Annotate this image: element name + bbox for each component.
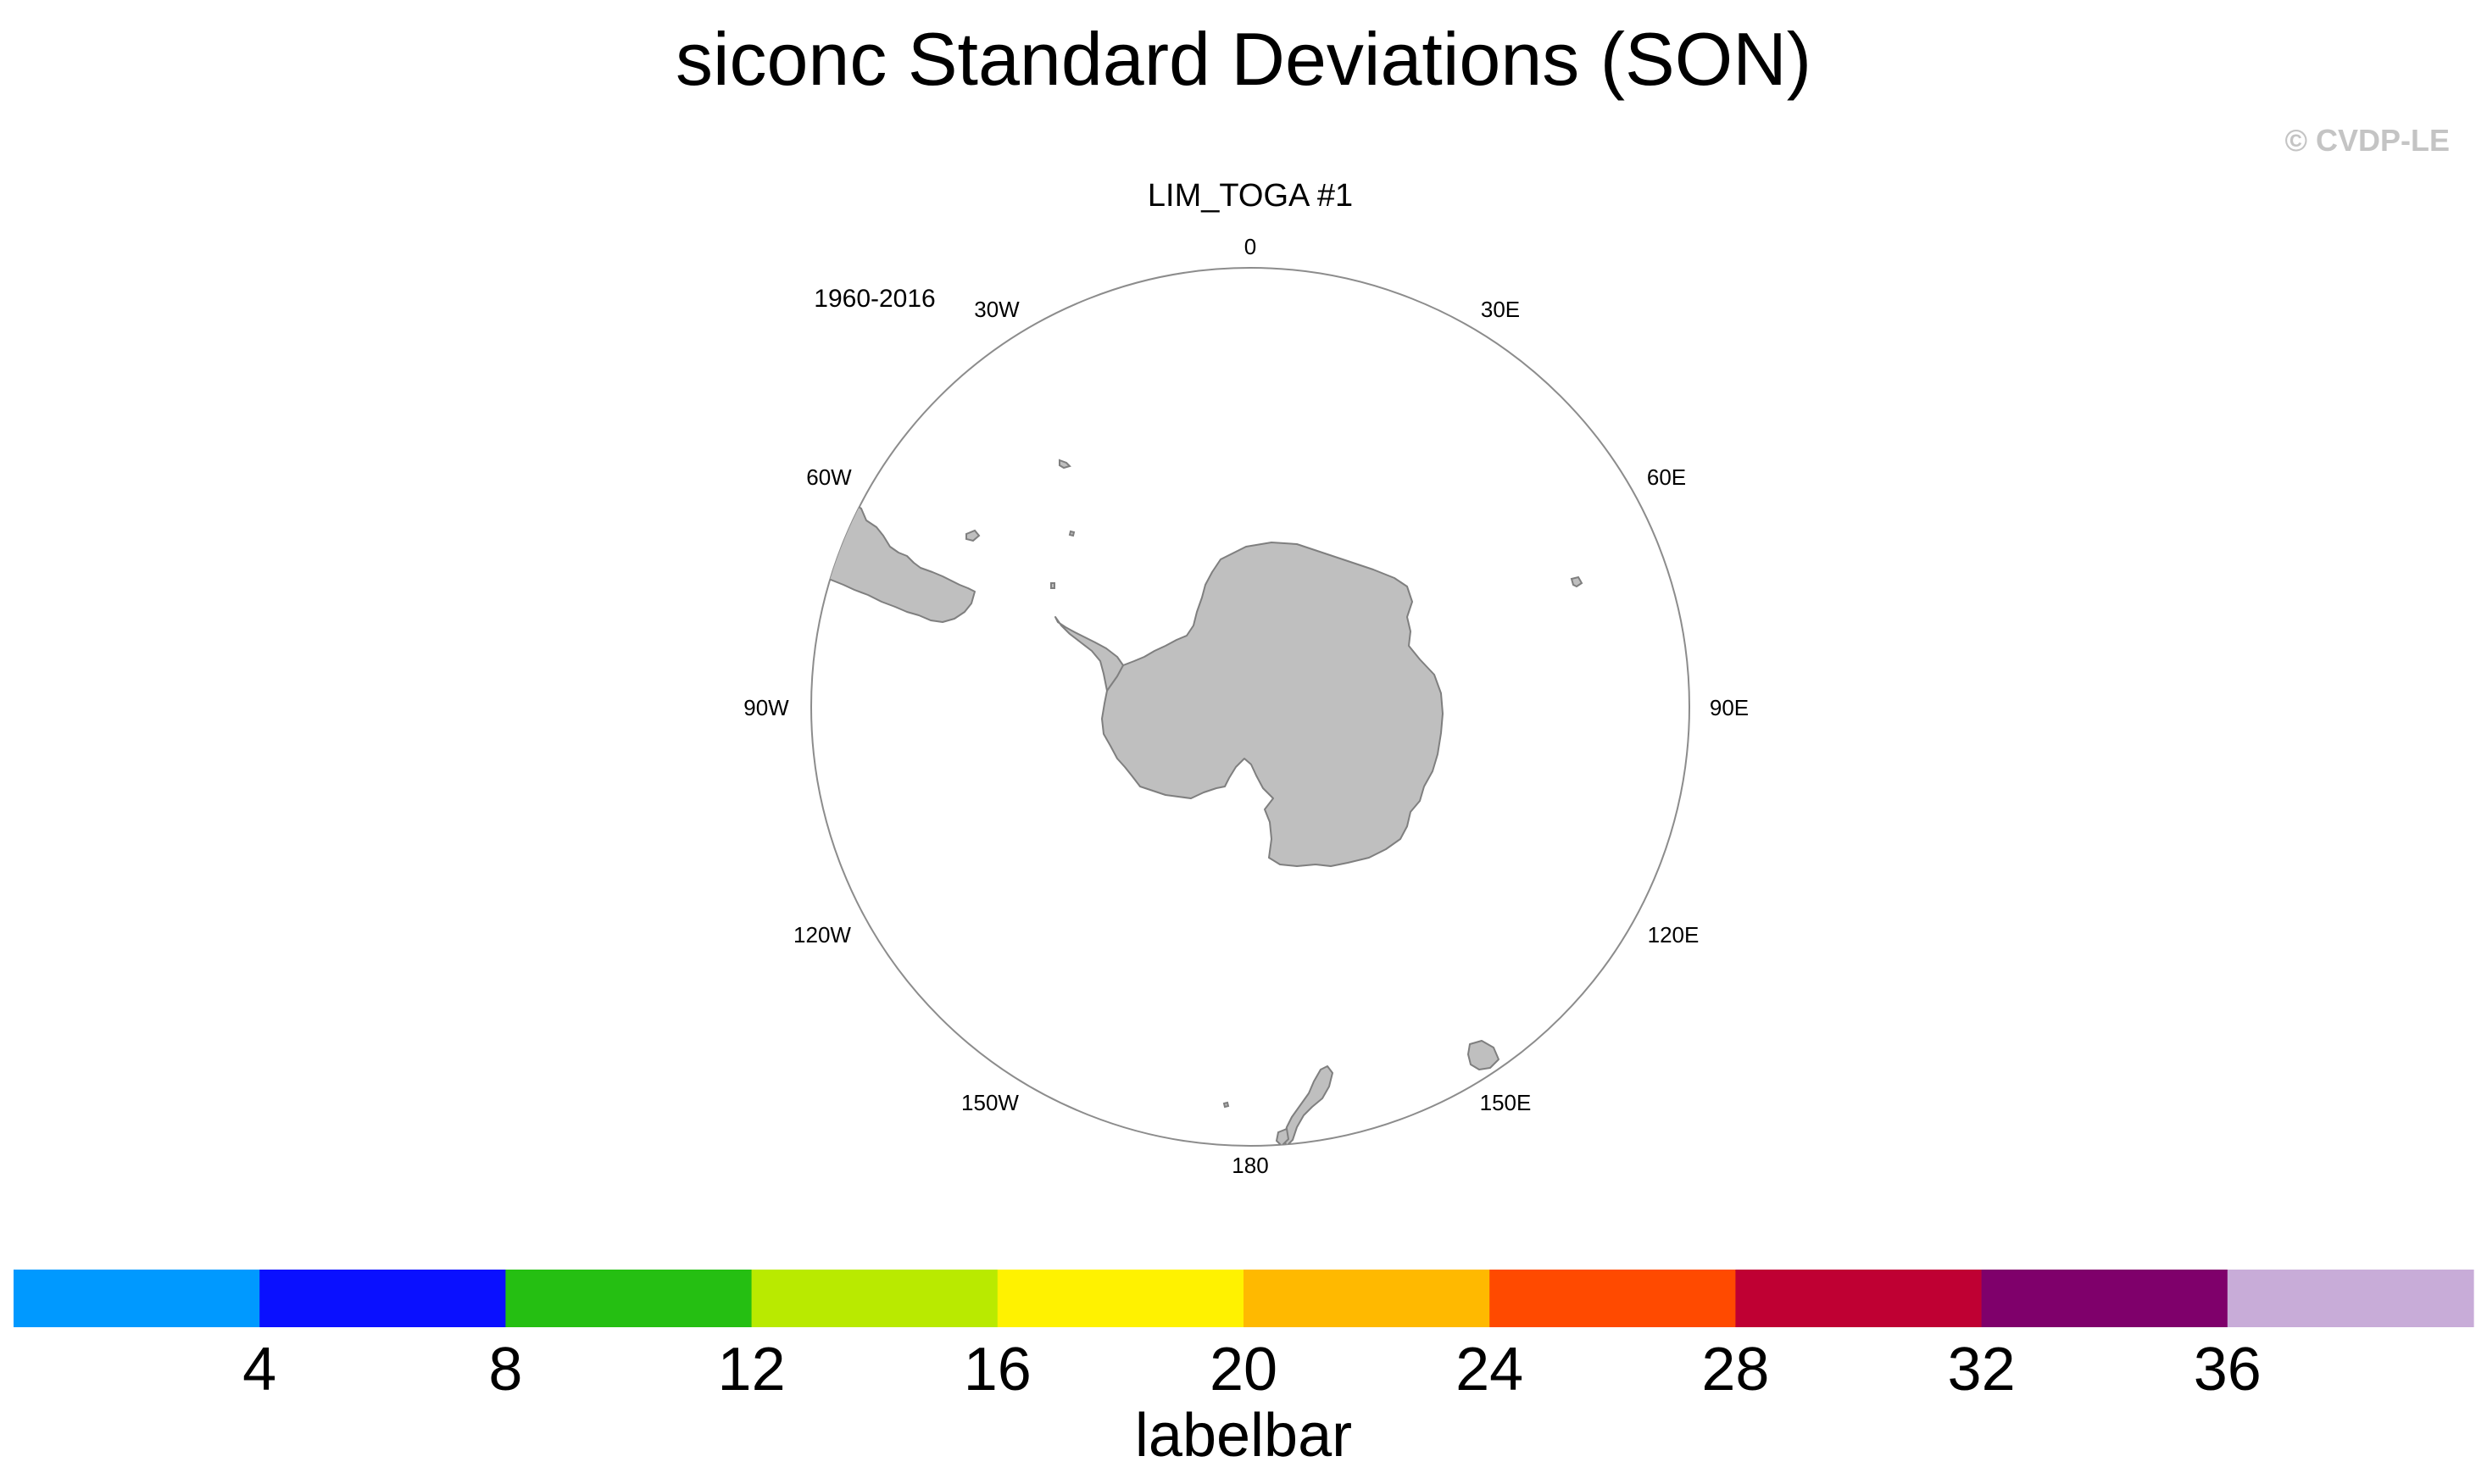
longitude-label-60w: 60W: [806, 464, 852, 490]
labelbar-tick-label: 36: [2194, 1336, 2262, 1403]
longitude-label-0: 0: [1244, 234, 1256, 259]
labelbar-color-box: [1735, 1270, 1983, 1327]
labelbar-color-box: [259, 1270, 506, 1327]
labelbar-tick-label: 4: [242, 1336, 276, 1403]
labelbar-tick-label: 8: [488, 1336, 522, 1403]
sub-antarctic-island: [1222, 1101, 1230, 1109]
longitude-label-120e: 120E: [1648, 922, 1700, 948]
longitude-label-120w: 120W: [793, 922, 851, 948]
longitude-label-150e: 150E: [1480, 1090, 1532, 1115]
longitude-label-150w: 150W: [961, 1090, 1019, 1115]
longitude-label-60e: 60E: [1647, 464, 1686, 490]
labelbar-color-box: [751, 1270, 999, 1327]
longitude-label-30e: 30E: [1481, 297, 1520, 322]
labelbar: 4 8 12 16 20 24 28 32 36 labelbar: [14, 1270, 2474, 1470]
south-america-landmass: [817, 499, 976, 623]
labelbar-tick-label: 16: [964, 1336, 1032, 1403]
falkland-islands: [965, 529, 981, 542]
labelbar-title: labelbar: [1135, 1402, 1352, 1470]
longitude-label-30w: 30W: [974, 297, 1020, 322]
labelbar-tick-label: 24: [1455, 1336, 1523, 1403]
labelbar-tick-label: 12: [718, 1336, 786, 1403]
land-masses: [817, 459, 1583, 1146]
longitude-label-180: 180: [1232, 1153, 1268, 1178]
labelbar-color-box: [2227, 1270, 2474, 1327]
labelbar-tick-label: 20: [1210, 1336, 1277, 1403]
figure-title: siconc Standard Deviations (SON): [676, 17, 1811, 101]
longitude-label-90e: 90E: [1710, 695, 1749, 720]
watermark: © CVDP-LE: [2284, 123, 2450, 158]
panel-subtitle: LIM_TOGA #1: [1148, 178, 1353, 214]
labelbar-tick-label: 32: [1948, 1336, 2016, 1403]
labelbar-color-box: [1489, 1270, 1736, 1327]
labelbar-color-box: [505, 1270, 753, 1327]
kerguelen-islands: [1570, 575, 1583, 588]
sub-antarctic-island: [1068, 530, 1076, 537]
labelbar-tick-label: 28: [1701, 1336, 1769, 1403]
period-label: 1960-2016: [814, 285, 935, 313]
labelbar-color-box: [997, 1270, 1244, 1327]
south-georgia-island: [1059, 459, 1071, 470]
labelbar-color-box: [1244, 1270, 1490, 1327]
labelbar-tick-labels: 4 8 12 16 20 24 28 32 36: [242, 1336, 2262, 1403]
labelbar-color-box: [14, 1270, 260, 1327]
new-zealand-stewart-island: [1275, 1127, 1290, 1146]
antarctic-peninsula: [1054, 616, 1124, 692]
labelbar-color-box: [1981, 1270, 2228, 1327]
tasmania-island: [1467, 1040, 1499, 1070]
sub-antarctic-island: [1050, 582, 1055, 589]
new-zealand-south-island: [1282, 1065, 1333, 1146]
longitude-label-90w: 90W: [743, 695, 789, 720]
labelbar-color-boxes: [14, 1270, 2474, 1327]
polar-stereographic-map: 0 30E 60E 90E 120E 150E 180 150W 120W 90…: [743, 234, 1749, 1178]
